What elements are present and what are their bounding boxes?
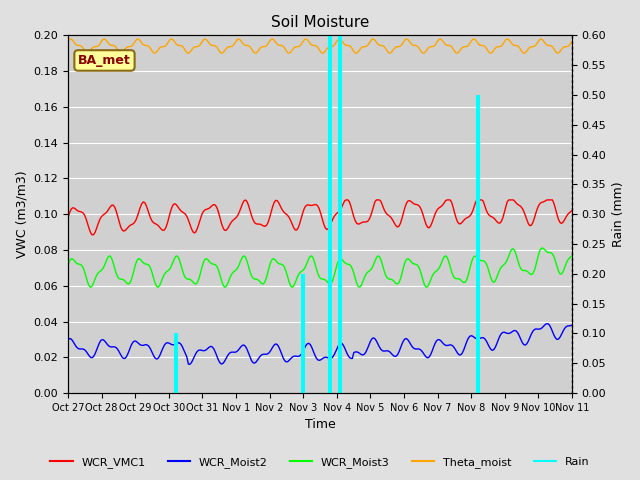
Title: Soil Moisture: Soil Moisture — [271, 15, 369, 30]
Y-axis label: VWC (m3/m3): VWC (m3/m3) — [15, 170, 28, 258]
Bar — [338, 36, 342, 393]
Bar — [476, 95, 480, 393]
Bar — [328, 36, 332, 393]
Bar — [173, 334, 177, 393]
X-axis label: Time: Time — [305, 419, 335, 432]
Legend: WCR_VMC1, WCR_Moist2, WCR_Moist3, Theta_moist, Rain: WCR_VMC1, WCR_Moist2, WCR_Moist3, Theta_… — [46, 452, 594, 472]
Y-axis label: Rain (mm): Rain (mm) — [612, 181, 625, 247]
Bar — [301, 274, 305, 393]
Text: BA_met: BA_met — [78, 54, 131, 67]
